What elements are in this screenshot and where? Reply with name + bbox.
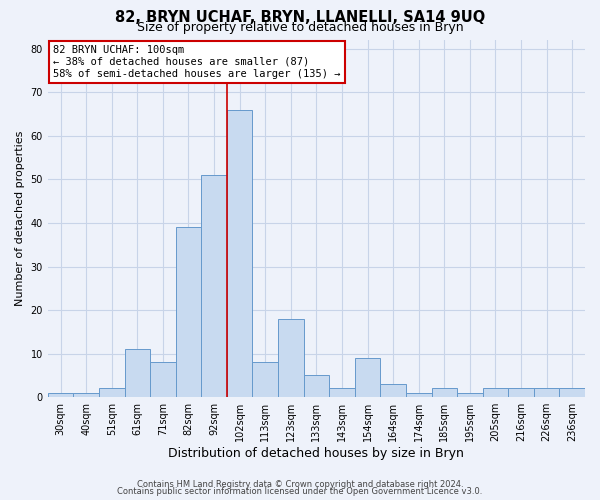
Bar xyxy=(176,228,201,397)
Bar xyxy=(329,388,355,397)
Bar xyxy=(73,393,99,397)
Bar xyxy=(406,393,431,397)
Bar xyxy=(457,393,482,397)
Bar xyxy=(201,175,227,397)
Bar xyxy=(227,110,253,397)
Text: 82, BRYN UCHAF, BRYN, LLANELLI, SA14 9UQ: 82, BRYN UCHAF, BRYN, LLANELLI, SA14 9UQ xyxy=(115,10,485,25)
Bar xyxy=(150,362,176,397)
Bar xyxy=(482,388,508,397)
Bar xyxy=(304,376,329,397)
Text: Size of property relative to detached houses in Bryn: Size of property relative to detached ho… xyxy=(137,21,463,34)
Bar xyxy=(278,319,304,397)
Y-axis label: Number of detached properties: Number of detached properties xyxy=(15,131,25,306)
Bar xyxy=(380,384,406,397)
Bar xyxy=(431,388,457,397)
Bar xyxy=(534,388,559,397)
Bar xyxy=(125,350,150,397)
Bar xyxy=(253,362,278,397)
Bar xyxy=(99,388,125,397)
Bar xyxy=(48,393,73,397)
Text: Contains HM Land Registry data © Crown copyright and database right 2024.: Contains HM Land Registry data © Crown c… xyxy=(137,480,463,489)
Text: Contains public sector information licensed under the Open Government Licence v3: Contains public sector information licen… xyxy=(118,487,482,496)
Bar xyxy=(355,358,380,397)
Bar xyxy=(559,388,585,397)
Text: 82 BRYN UCHAF: 100sqm
← 38% of detached houses are smaller (87)
58% of semi-deta: 82 BRYN UCHAF: 100sqm ← 38% of detached … xyxy=(53,46,341,78)
Bar xyxy=(508,388,534,397)
X-axis label: Distribution of detached houses by size in Bryn: Distribution of detached houses by size … xyxy=(169,447,464,460)
